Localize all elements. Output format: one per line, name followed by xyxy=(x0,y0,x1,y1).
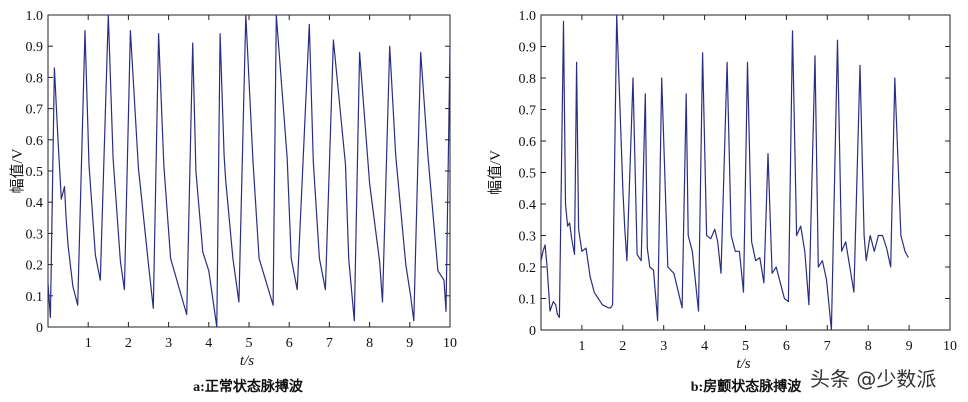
chart-b-ytick-label: 0 xyxy=(529,324,536,339)
chart-b-xtick-label: 7 xyxy=(824,339,831,354)
chart-a-ytick-label: 0.9 xyxy=(26,40,44,55)
chart-a-xtick-label: 9 xyxy=(406,336,413,351)
chart-b-y-axis-label: 幅值/V xyxy=(487,150,504,195)
chart-a-xtick-label: 10 xyxy=(443,336,457,351)
chart-a-x-axis-label: t/s xyxy=(240,353,254,369)
chart-a-y-axis-label: 幅值/V xyxy=(9,148,26,193)
chart-a-xtick-label: 2 xyxy=(125,336,132,351)
chart-a-series-line xyxy=(47,14,451,328)
chart-b-xtick-label: 10 xyxy=(943,339,957,354)
watermark-text: 头条 @少数派 xyxy=(810,367,936,391)
chart-b-ytick-label: 0.9 xyxy=(519,41,537,56)
chart-b-xtick-label: 5 xyxy=(742,339,749,354)
chart-b-ytick-label: 0.5 xyxy=(519,167,537,182)
chart-a-xtick-label: 4 xyxy=(205,336,212,351)
chart-a-ytick-label: 0.7 xyxy=(26,103,44,118)
chart-b-caption: b:房颤状态脉搏波 xyxy=(691,378,802,395)
chart-b-x-axis-label: t/s xyxy=(736,356,750,372)
chart-a-xtick-label: 3 xyxy=(165,336,172,351)
chart-a-ytick-label: 0.3 xyxy=(26,227,44,242)
chart-b-series-line xyxy=(540,14,909,331)
chart-b-xtick-label: 6 xyxy=(783,339,790,354)
chart-a-xtick-label: 8 xyxy=(366,336,373,351)
chart-b-xtick-label: 1 xyxy=(578,339,585,354)
chart-a-normal-pulse-wave: 0 0.1 0.2 0.3 0.4 0.5 0.6 0.7 0.8 0.9 1.0 1 2 3 4 5 6 7 8 9… xyxy=(9,9,457,395)
chart-a-xtick-label: 7 xyxy=(326,336,333,351)
chart-b-ytick-label: 0.4 xyxy=(519,198,537,213)
chart-a-xtick-label: 5 xyxy=(246,336,253,351)
chart-b-ytick-label: 0.2 xyxy=(519,261,537,276)
chart-a-ytick-label: 0.2 xyxy=(26,259,44,274)
chart-b-xtick-label: 4 xyxy=(701,339,708,354)
chart-b-xtick-label: 2 xyxy=(619,339,626,354)
chart-a-xtick-label: 6 xyxy=(286,336,293,351)
chart-a-ytick-label: 0.8 xyxy=(26,71,44,86)
chart-b-ytick-label: 1.0 xyxy=(519,9,537,24)
chart-a-ytick-label: 0.1 xyxy=(26,290,44,305)
chart-b-ytick-label: 0.6 xyxy=(519,135,537,150)
chart-b-xtick-label: 9 xyxy=(906,339,913,354)
chart-a-ytick-label: 0 xyxy=(36,321,43,336)
chart-b-xtick-label: 3 xyxy=(660,339,667,354)
chart-a-ytick-label: 0.6 xyxy=(26,134,44,149)
chart-b-af-pulse-wave: 0 0.1 0.2 0.3 0.4 0.5 0.6 0.7 0.8 0.9 1.0 1 2 3 4 5 6 7 8 9… xyxy=(487,9,957,395)
chart-a-caption: a:正常状态脉搏波 xyxy=(193,378,304,395)
chart-b-ytick-label: 0.1 xyxy=(519,293,537,308)
chart-b-ytick-label: 0.3 xyxy=(519,230,537,245)
chart-a-ytick-label: 1.0 xyxy=(26,9,44,24)
chart-a-ytick-label: 0.5 xyxy=(26,165,44,180)
chart-b-ytick-label: 0.8 xyxy=(519,72,537,87)
chart-a-xtick-label: 1 xyxy=(85,336,92,351)
chart-a-ytick-label: 0.4 xyxy=(26,196,44,211)
chart-b-ytick-label: 0.7 xyxy=(519,104,537,119)
chart-b-xtick-label: 8 xyxy=(865,339,872,354)
